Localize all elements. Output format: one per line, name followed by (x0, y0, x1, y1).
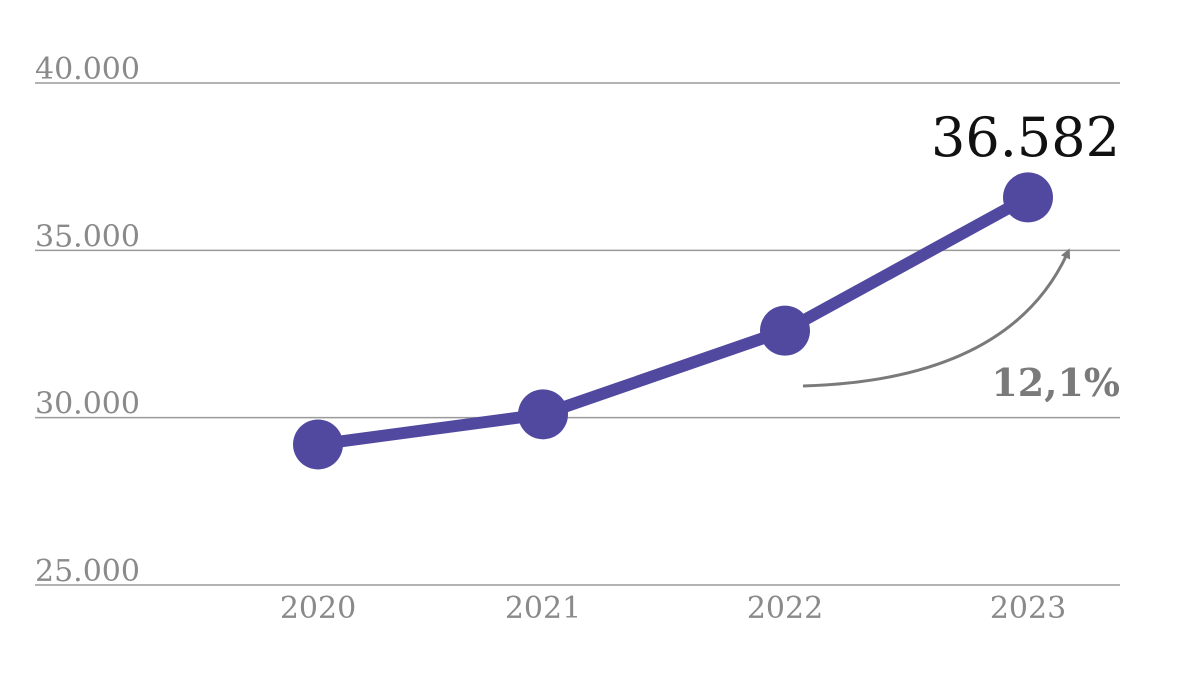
x-tick-label: 2022 (747, 591, 823, 626)
data-point (760, 305, 810, 356)
y-axis-ticks: 40.000 35.000 30.000 25.000 (35, 52, 140, 589)
x-tick-label: 2023 (990, 591, 1066, 626)
x-tick-label: 2020 (280, 591, 356, 626)
data-point (1003, 172, 1053, 223)
annotations: 12,1% 36.582 (802, 106, 1120, 405)
data-point (293, 419, 343, 470)
y-tick-label: 35.000 (35, 219, 140, 254)
growth-percent-label: 12,1% (991, 360, 1120, 405)
y-tick-label: 30.000 (35, 387, 140, 422)
series-line (293, 172, 1053, 470)
data-point (518, 389, 568, 440)
growth-arrow-icon (802, 248, 1071, 388)
y-tick-label: 25.000 (35, 554, 140, 589)
x-tick-label: 2021 (505, 591, 581, 626)
x-axis-ticks: 2020 2021 2022 2023 (280, 591, 1066, 626)
latest-value-label: 36.582 (931, 106, 1120, 169)
y-tick-label: 40.000 (35, 52, 140, 87)
series-polyline (312, 191, 1034, 451)
